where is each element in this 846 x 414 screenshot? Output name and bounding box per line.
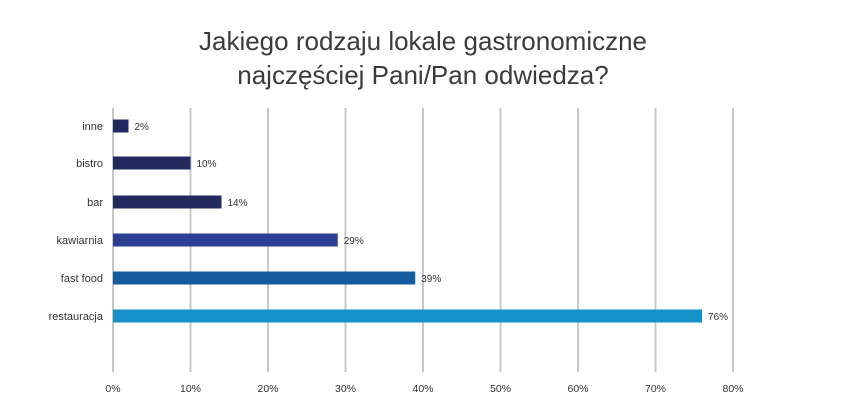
x-tick-label-10: 10% [180,383,201,395]
bar-fast-food [113,271,416,285]
chart-title-line-2: najczęściej Pani/Pan odwiedza? [237,60,609,90]
x-tick-label-80: 80% [722,383,743,395]
bar-inne [113,119,129,133]
x-tick-label-30: 30% [335,383,356,395]
x-tick-label-0: 0% [105,383,120,395]
value-label-bar: 14% [228,198,248,209]
category-label-bistro: bistro [76,158,103,170]
bar-bar [113,195,222,209]
value-label-inne: 2% [135,122,150,133]
value-label-restauracja: 76% [708,312,728,323]
category-label-kawiarnia: kawiarnia [57,235,104,247]
bar-kawiarnia [113,233,338,247]
category-label-restauracja: restauracja [49,311,104,323]
category-label-inne: inne [82,121,103,133]
chart-title: Jakiego rodzaju lokale gastronomiczne na… [0,24,846,92]
bar-bistro [113,156,191,170]
bar-restauracja [113,309,702,323]
value-label-kawiarnia: 29% [344,236,364,247]
value-label-fast-food: 39% [421,274,441,285]
category-label-bar: bar [87,197,103,209]
category-label-fast-food: fast food [61,273,103,285]
x-tick-label-60: 60% [567,383,588,395]
x-tick-label-50: 50% [490,383,511,395]
value-label-bistro: 10% [197,159,217,170]
x-tick-label-70: 70% [645,383,666,395]
x-tick-label-40: 40% [412,383,433,395]
chart-title-line-1: Jakiego rodzaju lokale gastronomiczne [198,26,648,56]
x-tick-label-20: 20% [257,383,278,395]
